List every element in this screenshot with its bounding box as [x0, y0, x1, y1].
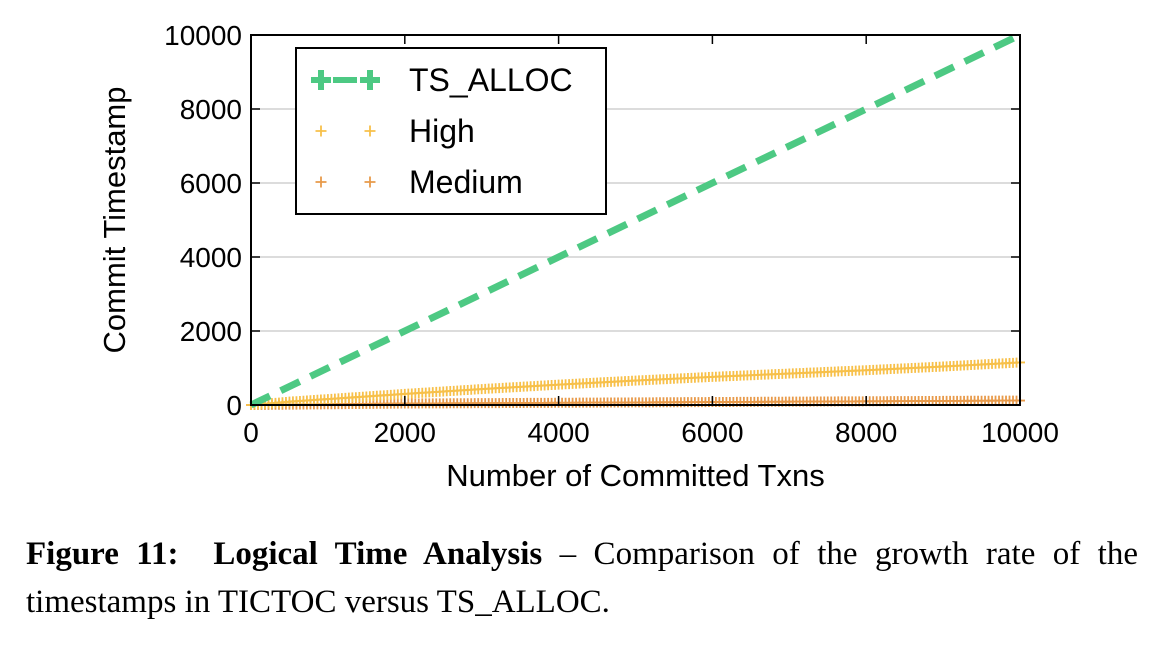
- y-tick-label: 4000: [180, 242, 242, 273]
- legend-box: [295, 47, 607, 215]
- legend-item: TS_ALLOC: [311, 62, 573, 98]
- figure-caption: Figure 11: Logical Time Analysis – Compa…: [26, 530, 1138, 626]
- y-tick-label: 8000: [180, 94, 242, 125]
- plot-frame: [250, 34, 1021, 406]
- y-tick-label: 0: [226, 390, 242, 421]
- series-line: [249, 31, 1022, 409]
- x-tick-label: 8000: [835, 417, 897, 448]
- legend-marker: [364, 176, 376, 188]
- x-tick-label: 4000: [527, 417, 589, 448]
- series-ts-alloc: [249, 31, 1022, 409]
- y-tick-label: 2000: [180, 316, 242, 347]
- x-tick-label: 10000: [981, 417, 1059, 448]
- x-tick-label: 2000: [374, 417, 436, 448]
- x-axis-label: Number of Committed Txns: [446, 458, 824, 493]
- legend-item: High: [315, 113, 475, 149]
- x-tick-label: 0: [243, 417, 259, 448]
- caption-text: – Comparison of the growth rate of the t…: [26, 536, 1138, 620]
- x-tick-label: 6000: [681, 417, 743, 448]
- legend-marker: [360, 70, 380, 90]
- legend-marker: [364, 125, 376, 137]
- caption-title: Logical Time Analysis: [213, 536, 543, 572]
- caption-label: Figure 11:: [26, 536, 179, 572]
- legend-label: High: [409, 113, 475, 149]
- y-tick-label: 10000: [164, 20, 242, 51]
- legend-label: Medium: [409, 164, 523, 200]
- legend-item: Medium: [315, 164, 523, 200]
- y-tick-label: 6000: [180, 168, 242, 199]
- legend-marker: [315, 176, 327, 188]
- chart: 0 2000 4000 6000 8000 10000 0 2000 4000 6000 8000 1…: [97, 20, 1059, 493]
- legend: TS_ALLOC High Medium: [295, 47, 607, 215]
- legend-marker: [311, 70, 331, 90]
- axis-ticks: 0 2000 4000 6000 8000 10000 0 2000 4000 6000 8000 1…: [164, 20, 1059, 448]
- legend-label: TS_ALLOC: [409, 62, 573, 98]
- y-axis-label: Commit Timestamp: [97, 87, 132, 354]
- legend-marker: [315, 125, 327, 137]
